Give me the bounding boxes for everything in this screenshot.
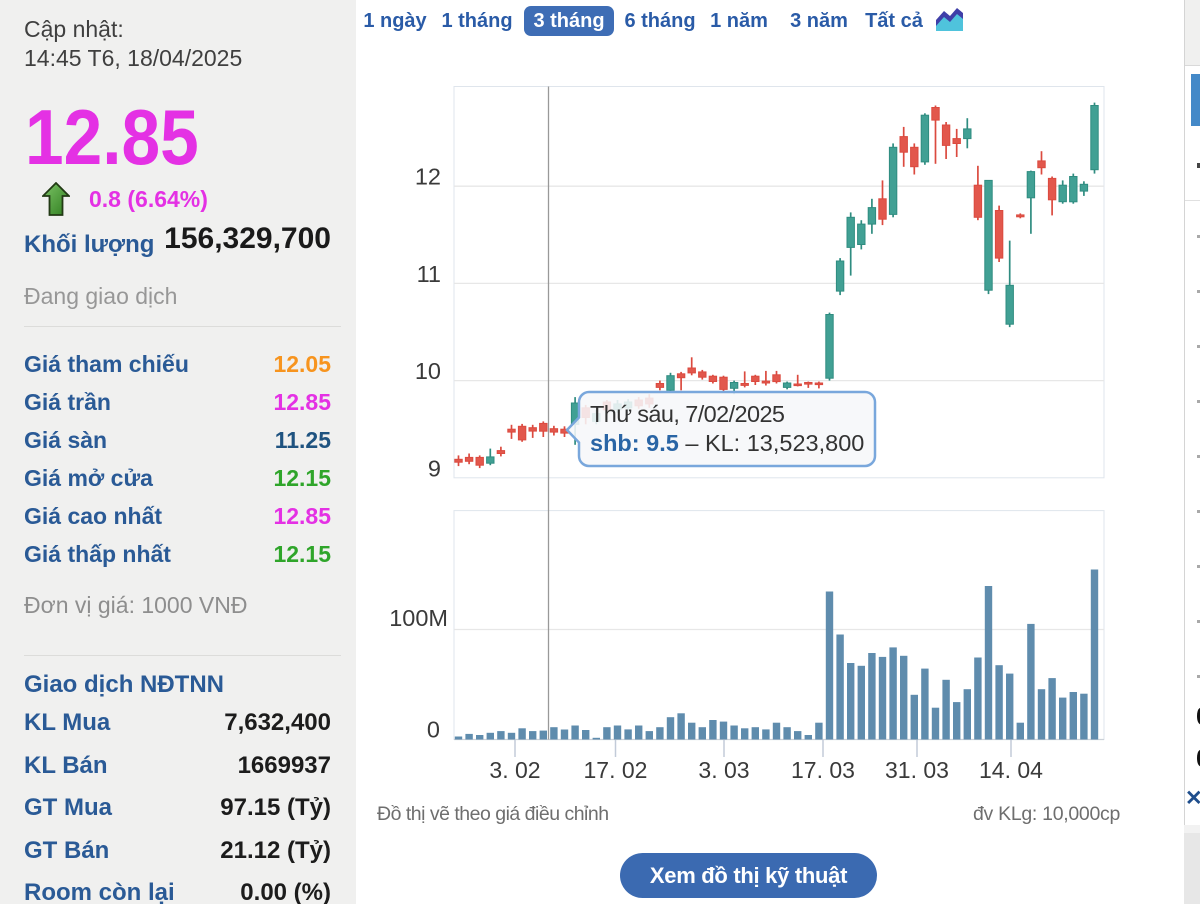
svg-text:9: 9 (428, 455, 441, 481)
svg-text:31. 03: 31. 03 (885, 757, 949, 783)
svg-text:đv KLg: 10,000cp: đv KLg: 10,000cp (973, 803, 1120, 825)
svg-text:shb: 9.5 – KL: 13,523,800: shb: 9.5 – KL: 13,523,800 (590, 430, 864, 456)
svg-text:3. 02: 3. 02 (489, 757, 540, 783)
svg-text:Đồ thị vẽ theo giá điều chỉnh: Đồ thị vẽ theo giá điều chỉnh (377, 803, 609, 825)
svg-text:17. 02: 17. 02 (584, 757, 648, 783)
svg-text:10: 10 (415, 358, 441, 384)
svg-text:0: 0 (427, 717, 440, 743)
svg-text:11: 11 (417, 261, 441, 287)
svg-text:12: 12 (415, 164, 441, 190)
svg-text:14. 04: 14. 04 (979, 757, 1043, 783)
svg-text:Thứ sáu, 7/02/2025: Thứ sáu, 7/02/2025 (590, 401, 785, 427)
svg-text:3. 03: 3. 03 (698, 757, 749, 783)
svg-text:100M: 100M (389, 605, 448, 631)
svg-text:17. 03: 17. 03 (791, 757, 855, 783)
